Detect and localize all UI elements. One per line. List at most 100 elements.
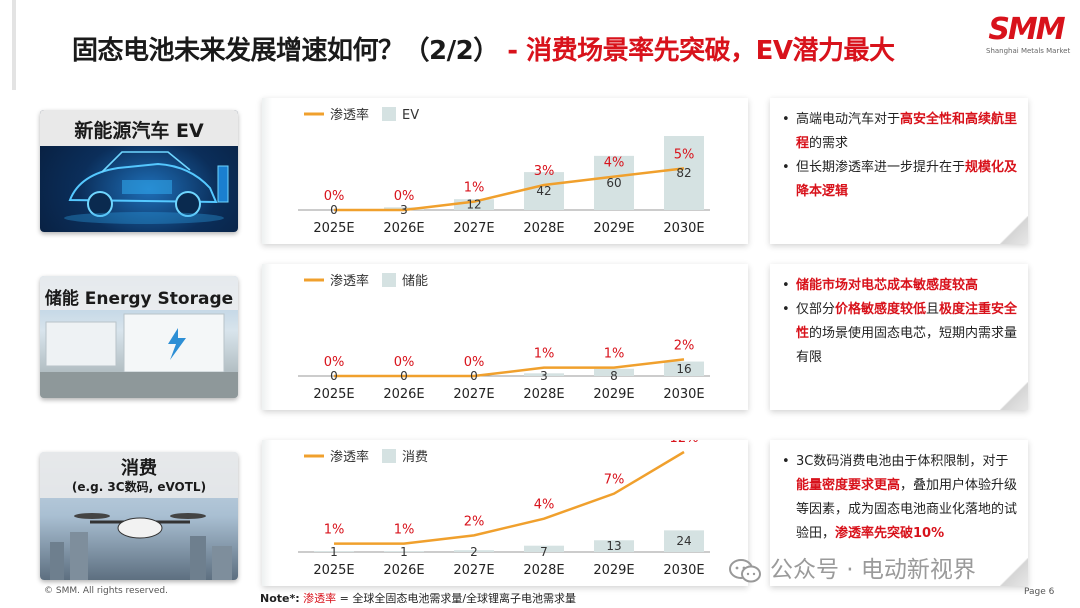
bar-value-label: 13: [606, 539, 621, 553]
bar-value-label: 0: [330, 203, 338, 217]
legend-line-label: 渗透率: [330, 273, 369, 289]
x-tick-label: 2025E: [313, 563, 354, 578]
penetration-line: [334, 358, 685, 378]
line-value-label: 5%: [674, 147, 695, 162]
bar: [664, 361, 704, 376]
bar: [664, 530, 704, 552]
legend-bar-swatch: [382, 107, 396, 121]
legend-line-label: 渗透率: [330, 107, 369, 123]
line-value-label: 12%: [670, 440, 699, 446]
consumer-sublabel: (e.g. 3C数码, eVOTL): [71, 480, 207, 494]
x-tick-label: 2026E: [383, 387, 424, 402]
x-tick-label: 2029E: [593, 387, 634, 402]
bar-value-label: 60: [606, 176, 621, 190]
storage-label: 储能 Energy Storage: [44, 289, 234, 309]
page-fold-icon: [1000, 558, 1028, 586]
evtol-drone-illustration: [50, 513, 232, 580]
bar: [594, 540, 634, 552]
watermark: 公众号 · 电动新视界: [728, 550, 976, 584]
legend-bar-swatch: [382, 273, 396, 287]
line-value-label: 7%: [604, 473, 625, 488]
ev-note-card: 高端电动汽车对于高安全性和高续航里程的需求但长期渗透率进一步提升在于规模化及降本…: [770, 98, 1028, 244]
line-value-label: 1%: [604, 347, 625, 362]
bar-value-label: 0: [400, 369, 408, 383]
line-value-label: 1%: [534, 347, 555, 362]
bar-value-label: 42: [536, 184, 551, 198]
x-tick-label: 2028E: [523, 387, 564, 402]
storage-chart-card: 渗透率 储能 2025E 2026E 2027E 2028E 2029E 2030E 0 0% 0 0…: [262, 264, 748, 410]
consumer-image: 消费 (e.g. 3C数码, eVOTL): [40, 452, 238, 580]
logo-subtitle: Shanghai Metals Market: [986, 47, 1071, 55]
x-tick-label: 2026E: [383, 221, 424, 236]
page-number: Page 6: [1024, 587, 1055, 597]
x-tick-label: 2026E: [383, 563, 424, 578]
footnote-text: = 全球全固态电池需求量/全球锂离子电池需求量: [336, 592, 577, 605]
line-value-label: 2%: [674, 338, 695, 353]
bar: [594, 155, 634, 210]
line-value-label: 4%: [604, 156, 625, 171]
x-tick-label: 2030E: [663, 387, 704, 402]
consumer-note-card: 3C数码消费电池由于体积限制，对于能量密度要求更高，叠加用户体验升级等因素，成为…: [770, 440, 1028, 586]
storage-notes: 储能市场对电芯成本敏感度较高仅部分价格敏感度较低且极度注重安全性的场景使用固态电…: [782, 274, 1018, 370]
note-bullet: 高端电动汽车对于高安全性和高续航里程的需求: [782, 108, 1018, 156]
bar-value-label: 2: [470, 545, 478, 559]
left-accent-bar: [12, 0, 16, 90]
consumer-notes: 3C数码消费电池由于体积限制，对于能量密度要求更高，叠加用户体验升级等因素，成为…: [782, 450, 1018, 546]
x-tick-label: 2027E: [453, 563, 494, 578]
line-value-label: 4%: [534, 498, 555, 513]
bar: [594, 368, 634, 376]
bar-value-label: 1: [400, 545, 408, 559]
line-value-label: 1%: [394, 523, 415, 538]
title-main: 固态电池未来发展增速如何？: [72, 36, 404, 66]
bar-value-label: 3: [400, 203, 408, 217]
bar-value-label: 1: [330, 545, 338, 559]
bar: [384, 551, 424, 552]
bar: [524, 373, 564, 376]
legend-bar-swatch: [382, 449, 396, 463]
x-tick-label: 2025E: [313, 387, 354, 402]
bar-value-label: 7: [540, 545, 548, 559]
note-text: 高端电动汽车对于: [796, 112, 901, 127]
line-value-label: 0%: [464, 355, 485, 370]
wechat-icon: [729, 558, 761, 582]
bar: [384, 207, 424, 210]
note-text: ，叠加用户体验升级等因素，成为固态电池商业化落地的试验田，: [796, 478, 1018, 541]
footnote: Note*: 渗透率 = 全球全固态电池需求量/全球锂离子电池需求量: [260, 590, 576, 606]
consumer-chart: 渗透率 消费 2025E 2026E 2027E 2028E 2029E 2030E 1 1% 1 1…: [298, 440, 710, 578]
line-value-label: 0%: [394, 189, 415, 204]
line-value-label: 2%: [464, 514, 485, 529]
x-tick-label: 2028E: [523, 563, 564, 578]
ev-chart-card: 渗透率 EV 2025E 2026E 2027E 2028E 2029E 2030E 0 0% 3 0…: [262, 98, 748, 244]
note-highlight: 规模化及降本逻辑: [796, 160, 1018, 199]
note-bullet: 3C数码消费电池由于体积限制，对于能量密度要求更高，叠加用户体验升级等因素，成为…: [782, 450, 1018, 546]
penetration-line: [334, 167, 685, 212]
legend-bar-label: 储能: [402, 274, 428, 289]
bar-value-label: 0: [470, 369, 478, 383]
x-tick-label: 2027E: [453, 221, 494, 236]
x-tick-label: 2029E: [593, 563, 634, 578]
bar-value-label: 0: [330, 369, 338, 383]
legend-bar-label: 消费: [402, 450, 428, 465]
bar: [664, 136, 704, 210]
footnote-label: Note*:: [260, 592, 300, 605]
title-dash: -: [507, 36, 518, 66]
logo-mark: SMM: [988, 12, 1065, 47]
bar: [524, 545, 564, 552]
note-highlight: 储能市场对电芯成本敏感度较高: [796, 278, 979, 293]
note-highlight: 极度注重安全性: [796, 302, 1018, 341]
line-value-label: 1%: [464, 181, 485, 196]
note-highlight: 能量密度要求更高: [796, 478, 901, 493]
ev-car-illustration: [64, 151, 229, 224]
x-tick-label: 2030E: [663, 221, 704, 236]
storage-image: 储能 Energy Storage: [40, 276, 238, 398]
line-value-label: 3%: [534, 164, 555, 179]
note-bullet: 储能市场对电芯成本敏感度较高: [782, 274, 1018, 298]
bar-value-label: 8: [610, 369, 618, 383]
note-highlight: 高安全性和高续航里程: [796, 112, 1018, 151]
note-bullet: 仅部分价格敏感度较低且极度注重安全性的场景使用固态电芯，短期内需求量有限: [782, 298, 1018, 370]
note-text: 仅部分: [796, 302, 836, 317]
copyright: © SMM. All rights reserved.: [44, 586, 168, 596]
note-text: 但长期渗透率进一步提升在于: [796, 160, 966, 175]
